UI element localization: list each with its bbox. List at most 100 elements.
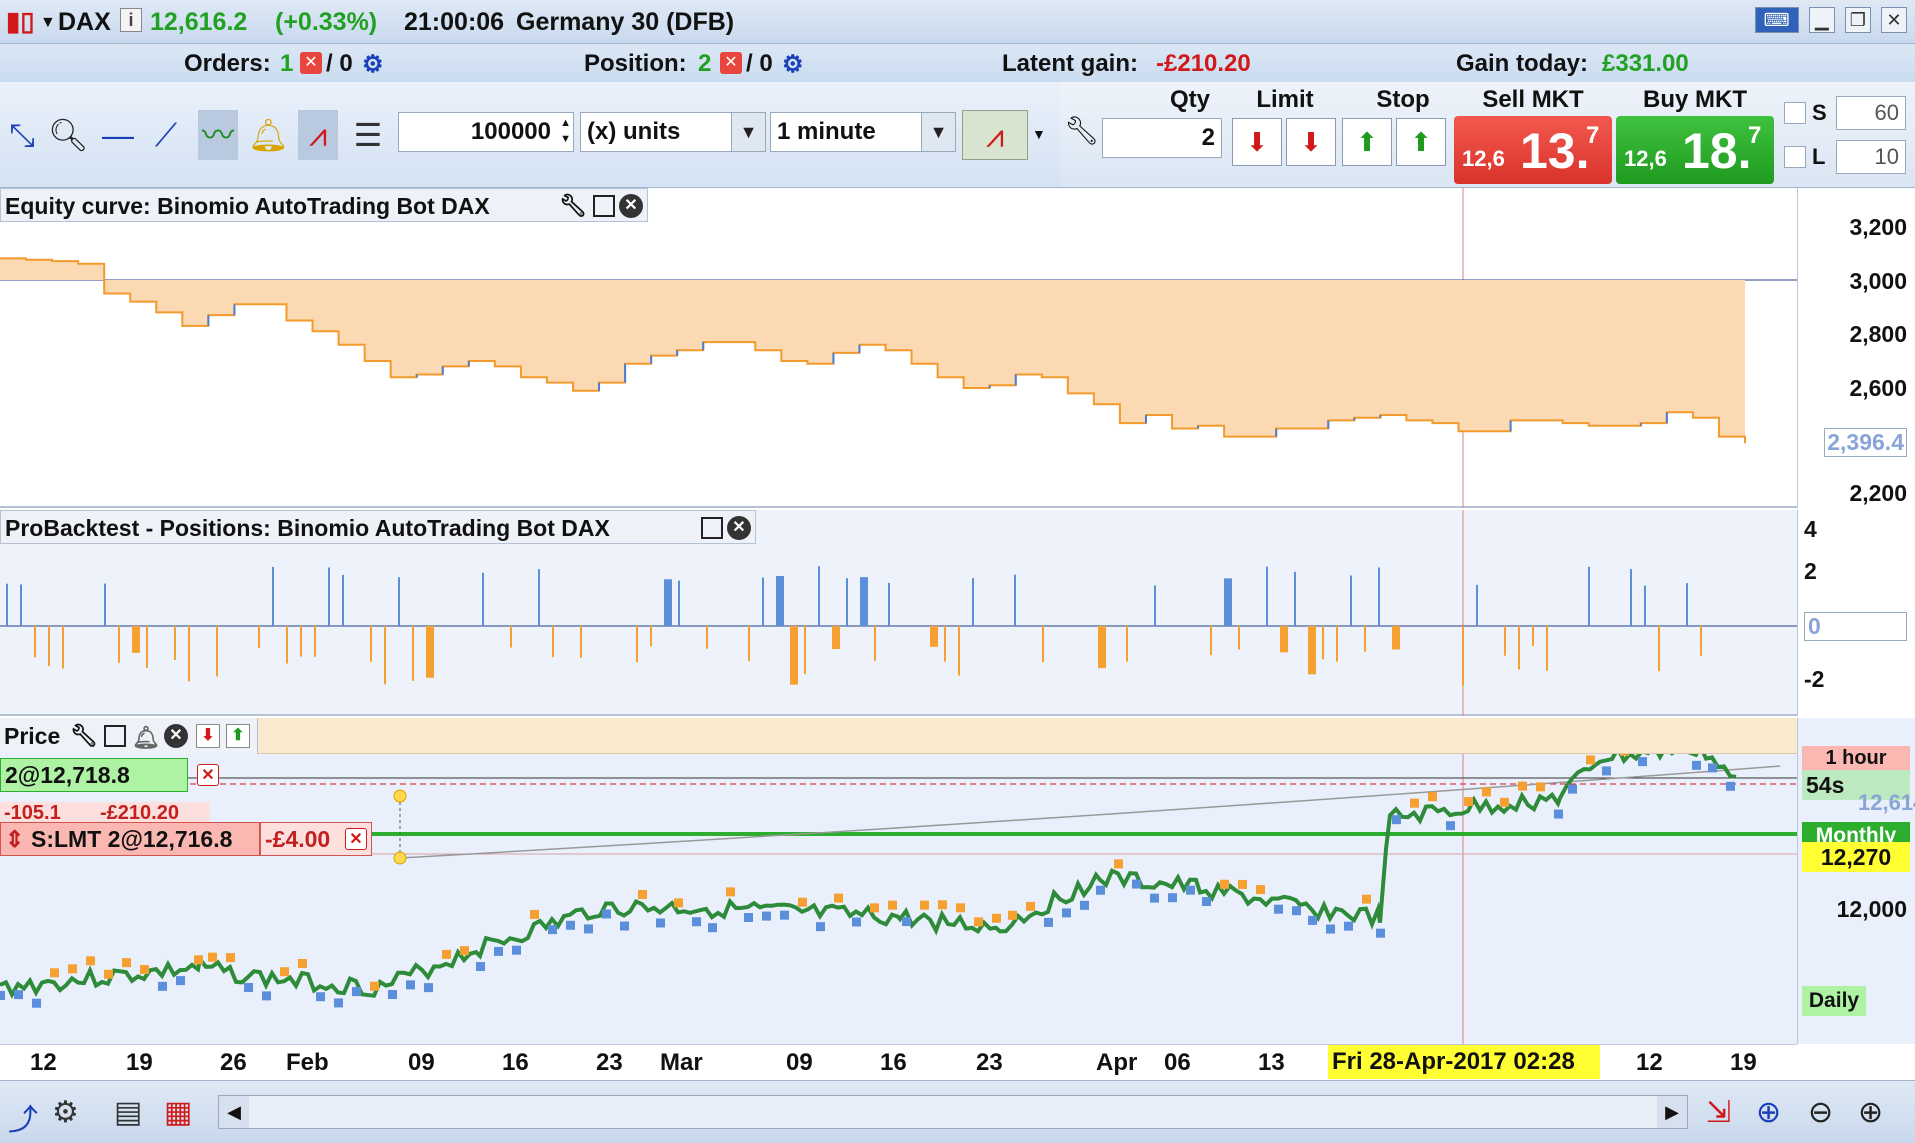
short-position-bar — [118, 626, 120, 663]
long-position-bar — [846, 578, 848, 626]
equity-curve-panel[interactable]: Equity curve: Binomio AutoTrading Bot DA… — [0, 188, 1797, 508]
auto-scroll-icon[interactable]: ⇲ — [1706, 1096, 1732, 1129]
alert-bell-icon[interactable]: 🔔︎ — [248, 117, 289, 153]
buy-market-button[interactable]: 12,6 18. 7 — [1616, 116, 1774, 184]
l-checkbox[interactable] — [1784, 146, 1806, 168]
trend-line-icon[interactable]: ⟋ — [154, 117, 178, 153]
stop-label: Stop — [1376, 86, 1430, 113]
wrench-icon[interactable]: 🔧︎ — [70, 723, 98, 748]
interval-select[interactable]: 1 minute ▼ — [770, 112, 956, 152]
daily-tag: Daily — [1802, 986, 1866, 1016]
close-icon[interactable]: ✕ — [727, 516, 751, 540]
buy-marker — [548, 925, 557, 935]
table-icon[interactable]: ▦ — [164, 1096, 193, 1129]
x-tick: 26 — [220, 1049, 247, 1076]
buy-marker — [244, 983, 253, 993]
window-icon[interactable] — [593, 195, 615, 217]
buy-arrow-icon[interactable]: ⬆ — [226, 724, 250, 748]
info-icon[interactable]: i — [120, 8, 142, 32]
sell-marker — [870, 903, 879, 913]
short-position-bar — [132, 626, 140, 653]
crosshair-icon[interactable]: ⤡ — [9, 117, 35, 153]
sell-marker — [1518, 781, 1527, 791]
horizontal-line-icon[interactable]: — — [102, 117, 134, 153]
spinner-icon[interactable]: ▲ ▼ — [560, 117, 571, 145]
y-tick: -2 — [1804, 666, 1825, 692]
position-tag[interactable]: 2@12,718.8 ✕ — [0, 758, 219, 792]
buy-marker — [762, 911, 771, 921]
y-tick: 2,200 — [1849, 480, 1907, 506]
chart-type-icon[interactable]: ⩘ — [962, 110, 1028, 160]
buy-marker — [14, 990, 23, 1000]
alert-bell-icon[interactable]: 🔔︎ — [132, 725, 160, 750]
indicator-icon[interactable]: 〰 — [198, 110, 238, 160]
keyboard-icon[interactable]: ⌨ — [1754, 7, 1799, 33]
equity-y-axis: 3,200 3,000 2,800 2,600 2,396.4 2,200 — [1797, 188, 1915, 508]
scroll-right-icon[interactable]: ▶ — [1657, 1096, 1687, 1128]
gear-icon[interactable]: ⚙ — [782, 51, 804, 78]
scroll-left-icon[interactable]: ◀ — [219, 1096, 249, 1128]
close-positions-icon[interactable]: ✕ — [720, 52, 742, 74]
interval-value: 1 minute — [777, 118, 876, 145]
wrench-icon[interactable]: 🔧︎ — [559, 193, 587, 218]
pattern-icon[interactable]: ⩘ — [298, 110, 338, 160]
minimize-button[interactable]: ▁ — [1808, 7, 1835, 33]
chevron-down-icon[interactable]: ▼ — [1032, 126, 1046, 142]
price-panel-title: Price 🔧︎ 🔔︎ ✕ ⬇ ⬆ — [0, 718, 258, 754]
restore-button[interactable]: ❐ — [1844, 7, 1871, 33]
chevron-down-icon[interactable]: ▼ — [921, 113, 955, 151]
limit-sell-icon[interactable]: ⬇ — [1232, 118, 1282, 166]
stop-buy-icon[interactable]: ⬆ — [1396, 118, 1446, 166]
window-icon[interactable] — [701, 517, 723, 539]
chevron-down-icon[interactable]: ▼ — [40, 14, 56, 31]
zoom-in-icon[interactable]: ⊕ — [1858, 1096, 1884, 1129]
quantity-field[interactable]: 100000 ▲ ▼ — [398, 112, 574, 152]
price-chart — [0, 718, 1797, 1044]
short-position-bar — [1336, 626, 1338, 662]
sell-arrow-icon[interactable]: ⬇ — [196, 724, 220, 748]
buy-marker — [744, 913, 753, 923]
sell-marker — [122, 958, 131, 968]
list-icon[interactable]: ☰ — [353, 117, 383, 153]
document-icon[interactable]: ▤ — [114, 1096, 143, 1129]
units-select[interactable]: (x) units ▼ — [580, 112, 766, 152]
short-position-bar — [1364, 626, 1366, 652]
short-position-bar — [146, 626, 148, 668]
chevron-down-icon[interactable]: ▼ — [731, 113, 765, 151]
positions-panel[interactable]: ProBacktest - Positions: Binomio AutoTra… — [0, 510, 1797, 716]
add-chart-icon[interactable]: ⤴ — [8, 1104, 38, 1137]
candlestick-icon[interactable]: ▮▯ — [6, 6, 35, 36]
sell-marker — [442, 949, 451, 959]
price-panel[interactable]: Price 🔧︎ 🔔︎ ✕ ⬇ ⬆ 2@12,718.8 ✕ -105.1 -£… — [0, 718, 1797, 1044]
long-position-bar — [1686, 583, 1688, 626]
s-input[interactable]: 60 — [1836, 96, 1906, 130]
zoom-fit-icon[interactable]: ⊕ — [1756, 1096, 1782, 1129]
limit-order-tag[interactable]: ⇕ S:LMT 2@12,716.8 — [0, 822, 260, 856]
s-checkbox[interactable] — [1784, 102, 1806, 124]
wrench-icon[interactable]: 🔧︎ — [1064, 115, 1100, 146]
sell-market-button[interactable]: 12,6 13. 7 — [1454, 116, 1612, 184]
short-position-bar — [300, 626, 302, 657]
horizontal-scrollbar[interactable]: ◀ ▶ — [218, 1095, 1688, 1129]
sell-marker — [1256, 885, 1265, 895]
zoom-out-icon[interactable]: ⊖ — [1808, 1096, 1834, 1129]
stop-sell-icon[interactable]: ⬆ — [1342, 118, 1392, 166]
l-input[interactable]: 10 — [1836, 140, 1906, 174]
window-icon[interactable] — [104, 725, 126, 747]
buy-marker — [602, 909, 611, 919]
cancel-orders-icon[interactable]: ✕ — [300, 52, 322, 74]
close-icon[interactable]: ✕ — [164, 724, 188, 748]
long-position-bar — [1350, 575, 1352, 626]
close-position-icon[interactable]: ✕ — [197, 764, 219, 786]
zoom-icon[interactable]: 🔍︎ — [48, 117, 89, 153]
drag-vertical-icon[interactable]: ⇕ — [5, 826, 25, 852]
close-button[interactable]: ✕ — [1881, 7, 1907, 33]
limit-buy-icon[interactable]: ⬇ — [1286, 118, 1336, 166]
x-tick: Mar — [660, 1049, 703, 1076]
settings-icon[interactable]: ⚙ — [52, 1096, 79, 1129]
gear-icon[interactable]: ⚙ — [362, 51, 384, 78]
qty-input[interactable]: 2 — [1102, 118, 1222, 158]
cancel-order-icon[interactable]: ✕ — [345, 828, 367, 850]
close-icon[interactable]: ✕ — [619, 194, 643, 218]
short-position-bar — [1658, 626, 1660, 672]
